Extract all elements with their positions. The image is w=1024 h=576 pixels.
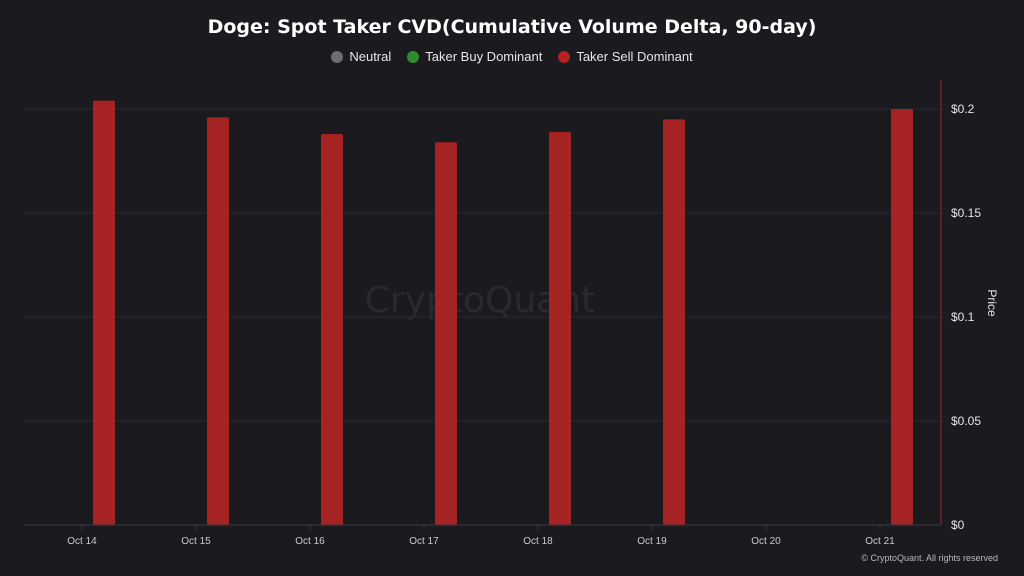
- bar[interactable]: [891, 109, 913, 525]
- y-tick-label: $0.1: [951, 310, 975, 324]
- bar[interactable]: [435, 142, 457, 525]
- y-tick-label: $0: [951, 518, 965, 532]
- x-tick-label: Oct 15: [181, 536, 211, 547]
- x-tick-label: Oct 20: [751, 536, 781, 547]
- y-tick-labels: $0 $0.05 $0.1 $0.15 $0.2: [951, 102, 981, 532]
- bars: [93, 100, 913, 526]
- x-tick-label: Oct 16: [295, 536, 325, 547]
- y-tick-label: $0.05: [951, 414, 981, 428]
- legend-item-neutral[interactable]: Neutral: [331, 49, 391, 64]
- legend-label-neutral: Neutral: [349, 49, 392, 64]
- x-tick-label: Oct 14: [67, 536, 97, 547]
- legend-dot-taker-sell-dominant: [558, 50, 571, 63]
- y-axis-label: Price: [985, 289, 999, 317]
- chart-title: Doge: Spot Taker CVD(Cumulative Volume D…: [207, 16, 817, 38]
- bar[interactable]: [93, 100, 115, 526]
- legend-item-taker-buy-dominant[interactable]: Taker Buy Dominant: [407, 49, 542, 64]
- x-tick-label: Oct 19: [637, 536, 667, 547]
- copyright-notice: © CryptoQuant. All rights reserved: [861, 553, 998, 563]
- bar[interactable]: [663, 119, 685, 526]
- x-tick-label: Oct 17: [409, 536, 439, 547]
- y-tick-label: $0.15: [951, 206, 981, 220]
- legend-dot-taker-buy-dominant: [407, 50, 420, 63]
- chart-legend: Neutral Taker Buy Dominant Taker Sell Do…: [0, 49, 1024, 64]
- grid-lines: [24, 108, 941, 422]
- legend-item-taker-sell-dominant[interactable]: Taker Sell Dominant: [558, 49, 693, 64]
- x-tick-label: Oct 21: [865, 536, 895, 547]
- legend-label-taker-buy-dominant: Taker Buy Dominant: [425, 49, 543, 64]
- x-tick-label: Oct 18: [523, 536, 553, 547]
- y-tick-label: $0.2: [951, 102, 975, 116]
- bar[interactable]: [321, 133, 343, 525]
- x-tick-labels: Oct 14 Oct 15 Oct 16 Oct 17 Oct 18 Oct 19 Oct …: [67, 525, 895, 547]
- legend-label-taker-sell-dominant: Taker Sell Dominant: [576, 49, 693, 64]
- bar[interactable]: [549, 131, 571, 525]
- legend-dot-neutral: [331, 50, 344, 63]
- bar[interactable]: [207, 117, 229, 525]
